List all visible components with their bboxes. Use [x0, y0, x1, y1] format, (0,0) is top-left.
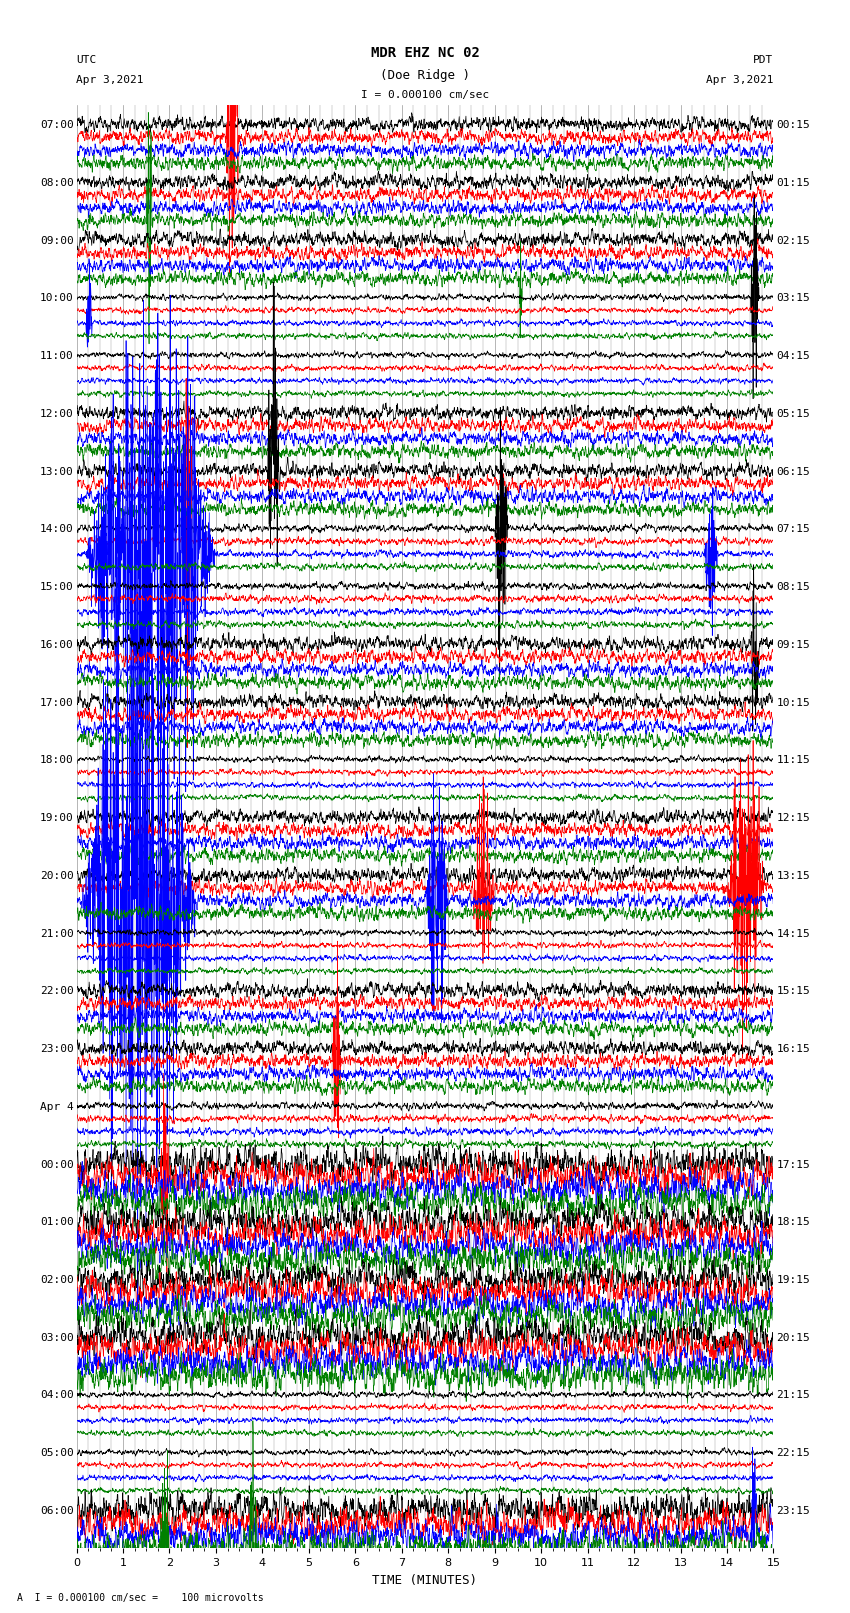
Text: UTC: UTC [76, 55, 97, 65]
Text: PDT: PDT [753, 55, 774, 65]
Text: Apr 3,2021: Apr 3,2021 [706, 76, 774, 85]
Text: (Doe Ridge ): (Doe Ridge ) [380, 69, 470, 82]
Text: MDR EHZ NC 02: MDR EHZ NC 02 [371, 45, 479, 60]
Text: Apr 3,2021: Apr 3,2021 [76, 76, 144, 85]
X-axis label: TIME (MINUTES): TIME (MINUTES) [372, 1574, 478, 1587]
Text: A  I = 0.000100 cm/sec =    100 microvolts: A I = 0.000100 cm/sec = 100 microvolts [17, 1594, 264, 1603]
Text: I = 0.000100 cm/sec: I = 0.000100 cm/sec [361, 90, 489, 100]
